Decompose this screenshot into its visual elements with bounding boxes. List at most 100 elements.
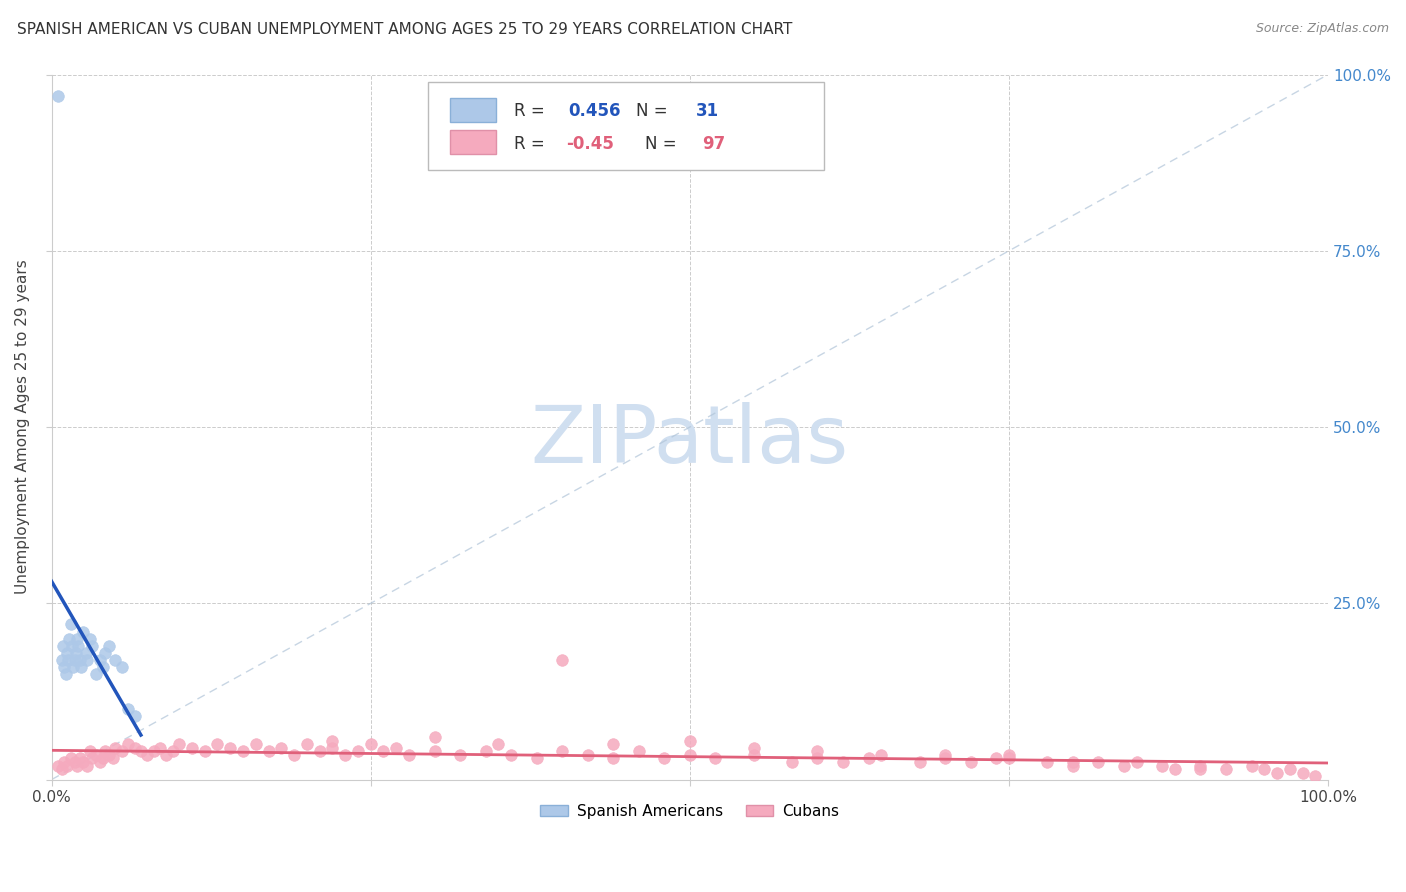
Text: SPANISH AMERICAN VS CUBAN UNEMPLOYMENT AMONG AGES 25 TO 29 YEARS CORRELATION CHA: SPANISH AMERICAN VS CUBAN UNEMPLOYMENT A… [17,22,792,37]
Point [704,751,727,765]
Point [67,639,90,653]
Point [59,751,82,765]
Point [934,751,956,765]
Point [117,702,139,716]
Point [46,88,69,103]
Point [986,751,1008,765]
Point [58,632,80,646]
Point [1278,762,1301,776]
Text: 31: 31 [696,103,720,120]
Point [53,660,76,674]
Point [207,737,229,751]
Point [959,755,981,769]
Point [998,751,1021,765]
Point [576,747,599,762]
Point [1036,755,1059,769]
Point [627,744,650,758]
Point [551,744,574,758]
Point [283,747,305,762]
Point [1189,762,1212,776]
Point [72,624,94,639]
Point [62,660,84,674]
Point [232,744,254,758]
Point [56,646,79,660]
Point [219,740,242,755]
Point [679,734,702,748]
Point [94,744,117,758]
Point [360,737,382,751]
Point [742,747,765,762]
Point [111,660,134,674]
Point [908,755,931,769]
Point [832,755,855,769]
Point [1062,755,1084,769]
Point [111,744,134,758]
Point [486,737,509,751]
Point [1291,765,1313,780]
Point [1215,762,1237,776]
Point [1062,758,1084,772]
Point [129,744,152,758]
Point [1253,762,1275,776]
Text: R =: R = [513,103,550,120]
FancyBboxPatch shape [450,98,496,122]
Point [347,744,370,758]
Point [162,744,184,758]
Point [385,740,408,755]
Point [321,734,343,748]
Legend: Spanish Americans, Cubans: Spanish Americans, Cubans [534,797,845,825]
Point [104,653,127,667]
Point [55,666,77,681]
Point [89,755,111,769]
Point [1087,755,1109,769]
Point [1265,765,1288,780]
Point [1240,758,1263,772]
Point [142,744,165,758]
Point [149,740,172,755]
Point [59,617,82,632]
Point [167,737,190,751]
Point [321,740,343,755]
Point [308,744,330,758]
Point [1164,762,1187,776]
Point [181,740,204,755]
Point [117,737,139,751]
Point [91,660,114,674]
Point [82,751,104,765]
Point [63,653,86,667]
Point [602,737,624,751]
Point [501,747,523,762]
Point [270,740,292,755]
Point [194,744,217,758]
Point [373,744,395,758]
Point [66,632,89,646]
Point [98,747,121,762]
Point [295,737,318,751]
Point [60,639,83,653]
Point [806,744,828,758]
Point [870,747,893,762]
Text: R =: R = [513,135,550,153]
Point [398,747,420,762]
Point [934,747,956,762]
Point [1152,758,1174,772]
Point [65,646,87,660]
Point [526,751,548,765]
Point [806,751,828,765]
Point [423,744,446,758]
Point [742,740,765,755]
Y-axis label: Unemployment Among Ages 25 to 29 years: Unemployment Among Ages 25 to 29 years [15,260,30,594]
Text: N =: N = [645,135,682,153]
Point [245,737,267,751]
Point [79,632,101,646]
Point [124,740,146,755]
Text: Source: ZipAtlas.com: Source: ZipAtlas.com [1256,22,1389,36]
Text: ZIPatlas: ZIPatlas [531,402,849,480]
Point [333,747,356,762]
Point [76,653,98,667]
Point [70,660,93,674]
Point [1112,758,1135,772]
Point [104,740,127,755]
Text: N =: N = [637,103,673,120]
Point [474,744,496,758]
